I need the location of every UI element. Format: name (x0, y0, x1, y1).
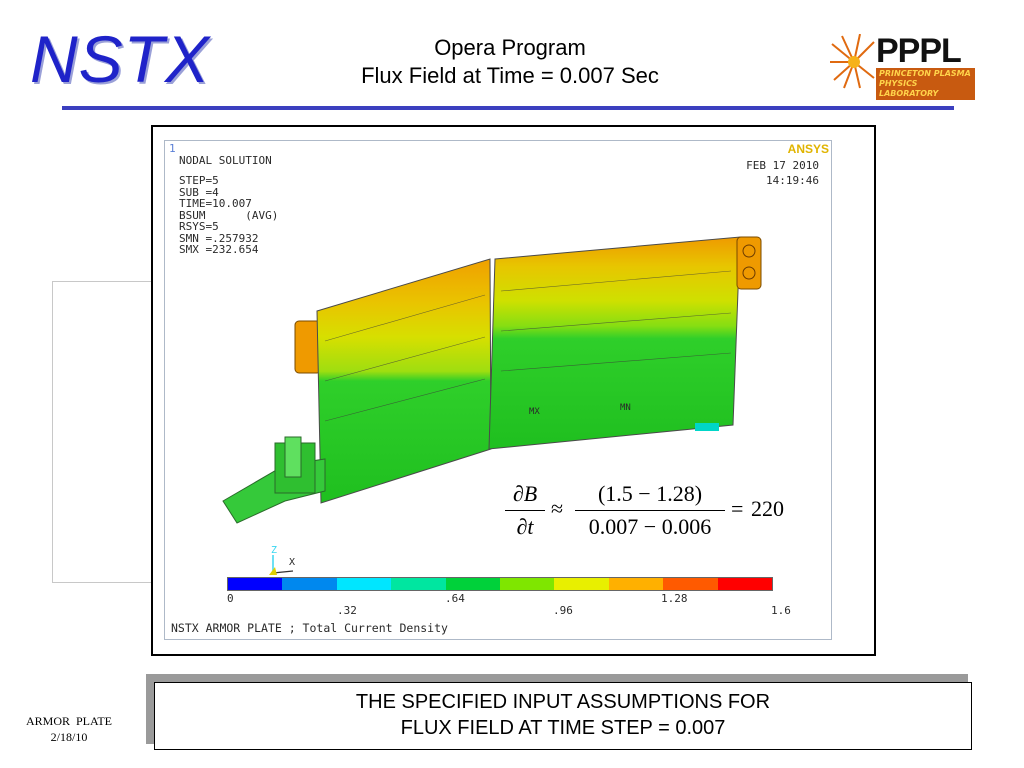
colorbar-segment (663, 578, 718, 590)
mn-marker: MN (620, 403, 631, 413)
title-line-1: Opera Program (434, 35, 586, 60)
footer-line-2: 2/18/10 (50, 730, 88, 744)
caption-line-2: FLUX FIELD AT TIME STEP = 0.007 (400, 717, 726, 739)
pppl-logo: PPPL PRINCETON PLASMA PHYSICS LABORATORY (830, 32, 975, 100)
colorbar (227, 577, 773, 591)
axis-triad-icon (269, 555, 294, 575)
solution-type: NODAL SOLUTION (179, 154, 272, 167)
equation-numerator-right: (1.5 − 1.28) (597, 481, 703, 506)
colorbar-segment (228, 578, 283, 590)
colorbar-segment (336, 578, 392, 590)
window-number: 1 (169, 142, 176, 155)
pppl-subtitle: PRINCETON PLASMA PHYSICS LABORATORY (876, 68, 975, 100)
equation-denominator-left: ∂t (516, 514, 534, 539)
ansys-plot-window: 1 ANSYS NODAL SOLUTION STEP=5 SUB =4 TIM… (164, 140, 832, 640)
solution-params: STEP=5 SUB =4 TIME=10.007 BSUM (AVG) RSY… (179, 175, 278, 256)
equation-approx: ≈ (551, 496, 564, 521)
colorbar-label-bottom-0: .32 (337, 604, 357, 617)
plot-time: 14:19:46 (766, 174, 819, 187)
colorbar-segment (608, 578, 664, 590)
armor-plate-model (222, 236, 762, 524)
caption-box: THE SPECIFIED INPUT ASSUMPTIONS FOR FLUX… (154, 682, 972, 750)
caption-line-1: THE SPECIFIED INPUT ASSUMPTIONS FOR (355, 691, 771, 713)
slide-footer: ARMOR PLATE 2/18/10 (14, 713, 124, 745)
colorbar-label-top-0: 0 (227, 592, 234, 605)
equation-result: 220 (751, 496, 784, 521)
colorbar-segment (717, 578, 773, 590)
param-sub: SUB =4 (179, 185, 219, 199)
colorbar-label-bottom-2: 1.6 (771, 604, 791, 617)
equation-numerator-left: ∂B (512, 481, 538, 506)
colorbar-segment (282, 578, 337, 590)
header-rule (62, 106, 954, 110)
param-bsum: BSUM (AVG) (179, 208, 279, 222)
plot-date: FEB 17 2010 (746, 159, 819, 172)
nstx-logo: NSTX (30, 22, 211, 96)
flux-rate-equation: ∂B ∂t ≈ (1.5 − 1.28) 0.007 − 0.006 = 220 (505, 481, 805, 553)
param-rsys: RSYS=5 (179, 220, 219, 233)
ansys-logo: ANSYS (787, 142, 829, 156)
plot-footer-title: NSTX ARMOR PLATE ; Total Current Density (171, 621, 448, 635)
colorbar-segment (554, 578, 609, 590)
equation-denominator-right: 0.007 − 0.006 (588, 514, 712, 539)
param-time: TIME=10.007 (179, 197, 252, 210)
colorbar-segment (391, 578, 446, 590)
colorbar-segment (445, 578, 501, 590)
colorbar-label-top-2: 1.28 (661, 592, 688, 605)
colorbar-segment (500, 578, 555, 590)
slide-title: Opera Program Flux Field at Time = 0.007… (250, 34, 770, 90)
colorbar-label-bottom-1: .96 (553, 604, 573, 617)
mx-marker: MX (529, 407, 540, 417)
axis-x-label: X (289, 557, 296, 568)
title-line-2: Flux Field at Time = 0.007 Sec (361, 63, 659, 88)
pppl-wordmark: PPPL (876, 32, 962, 70)
axis-z-label: Z (271, 545, 278, 556)
param-smx: SMX =232.654 (179, 243, 259, 256)
pppl-sunburst-icon (830, 34, 875, 89)
param-step: STEP=5 (179, 174, 219, 187)
footer-line-1: ARMOR PLATE (25, 714, 112, 728)
equation-equals: = (731, 496, 744, 521)
colorbar-label-top-1: .64 (445, 592, 465, 605)
background-thumbnail-frame (52, 281, 152, 583)
param-smn: SMN =.257932 (179, 231, 259, 245)
